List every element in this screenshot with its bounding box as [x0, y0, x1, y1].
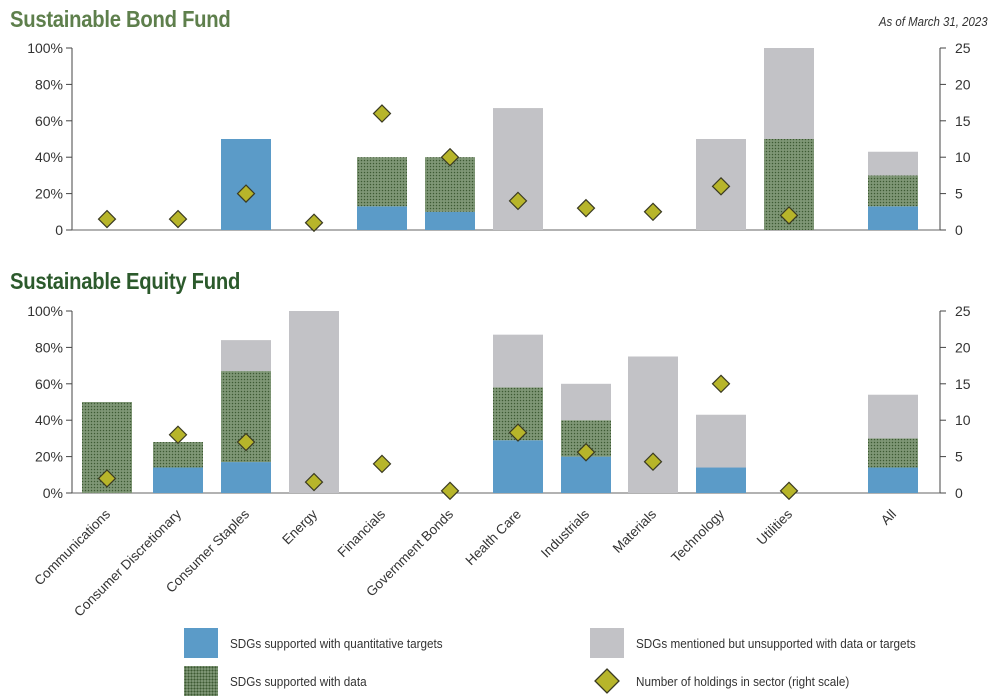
bond-right-tick-label: 25: [955, 40, 971, 56]
legend-quant-label: SDGs supported with quantitative targets: [230, 635, 443, 651]
category-label: Health Care: [463, 507, 525, 569]
category-label: Financials: [335, 506, 389, 560]
bond-holdings-marker: [576, 198, 596, 218]
equity-right-tick-label: 0: [955, 485, 963, 501]
bond-left-tick-label: 40%: [35, 149, 63, 165]
equity-holdings-marker: [97, 469, 117, 488]
bond-left-tick-label: 100%: [27, 40, 63, 56]
bond-holdings-marker: [168, 209, 188, 229]
legend-unsupported: SDGs mentioned but unsupported with data…: [590, 628, 947, 658]
bond-holdings-marker: [643, 202, 663, 222]
equity-bar-unsupported: [289, 311, 339, 493]
bond-holdings-marker: [304, 213, 324, 233]
equity-left-tick-label: 80%: [35, 339, 63, 355]
legend-holdings: Number of holdings in sector (right scal…: [590, 666, 873, 696]
bond-bar-quant: [425, 211, 475, 230]
bond-right-tick-label: 15: [955, 113, 971, 129]
legend-unsupported-label: SDGs mentioned but unsupported with data…: [636, 635, 916, 651]
legend-diamond-icon: [590, 666, 624, 696]
category-label: All: [878, 507, 899, 528]
bond-bar-quant: [357, 206, 407, 230]
bond-bar-unsupported: [764, 48, 814, 139]
equity-holdings-marker: [304, 472, 324, 492]
equity-holdings-marker: [711, 374, 731, 394]
equity-bar-quant: [221, 462, 271, 493]
legend-quant: SDGs supported with quantitative targets: [184, 628, 466, 658]
category-label: Energy: [279, 506, 320, 547]
bond-right-tick-label: 10: [955, 149, 971, 165]
equity-holdings-marker: [576, 442, 596, 462]
equity-holdings-marker: [440, 481, 460, 501]
equity-holdings-marker: [779, 481, 799, 501]
equity-bar-unsupported: [628, 356, 678, 493]
bond-left-tick-label: 80%: [35, 76, 63, 92]
as-of-date: As of March 31, 2023: [879, 14, 988, 29]
equity-bar-unsupported: [868, 394, 918, 439]
bond-holdings-marker: [508, 191, 528, 211]
equity-left-tick-label: 0%: [43, 485, 63, 501]
legend-holdings-label: Number of holdings in sector (right scal…: [636, 673, 850, 689]
bond-holdings-marker: [779, 206, 799, 225]
bond-holdings-marker: [440, 147, 460, 167]
bond-bar-unsupported: [868, 151, 918, 176]
legend-data-swatch: [184, 666, 218, 696]
legend-data-label: SDGs supported with data: [230, 673, 367, 689]
legend-unsupported-swatch: [590, 628, 624, 658]
equity-left-tick-label: 100%: [27, 303, 63, 319]
bond-bar-data: [868, 175, 918, 207]
bond-left-tick-label: 20%: [35, 186, 63, 202]
equity-right-tick-label: 10: [955, 412, 971, 428]
equity-holdings-marker: [372, 454, 392, 474]
legend-data: SDGs supported with data: [184, 666, 382, 696]
bond-bar-unsupported: [493, 108, 543, 230]
equity-holdings-marker: [643, 452, 663, 472]
bond-bar-quant: [868, 206, 918, 230]
equity-right-tick-label: 25: [955, 303, 971, 319]
bond-holdings-marker: [236, 184, 256, 203]
bond-fund-title: Sustainable Bond Fund: [10, 6, 231, 32]
equity-bar-unsupported: [221, 340, 271, 372]
equity-bar-unsupported: [493, 334, 543, 388]
equity-chart: 0% 20% 40% 60% 80% 100% 0 5 10 15 20 25: [27, 303, 971, 501]
equity-holdings-marker: [508, 423, 528, 442]
bond-left-tick-label: 0: [55, 222, 63, 238]
equity-bar-quant: [493, 440, 543, 493]
bond-bar-data: [357, 157, 407, 207]
bond-holdings-marker: [711, 176, 731, 196]
equity-bar-data: [153, 442, 203, 468]
category-label: Industrials: [538, 506, 592, 560]
equity-right-tick-label: 20: [955, 339, 971, 355]
bond-holdings-marker: [372, 104, 392, 123]
legend-quant-swatch: [184, 628, 218, 658]
bond-chart: 0 20% 40% 60% 80% 100% 0 5 10 15 20 25: [27, 40, 971, 238]
category-label: Technology: [668, 506, 727, 565]
equity-bar-quant: [868, 467, 918, 493]
equity-left-tick-label: 20%: [35, 449, 63, 465]
equity-fund-title: Sustainable Equity Fund: [10, 268, 241, 294]
equity-left-tick-label: 60%: [35, 376, 63, 392]
equity-bar-data: [868, 438, 918, 468]
equity-bar-unsupported: [696, 414, 746, 468]
bond-right-tick-label: 20: [955, 76, 971, 92]
bond-right-tick-label: 5: [955, 186, 963, 202]
equity-bar-quant: [561, 456, 611, 493]
equity-holdings-marker: [168, 425, 188, 445]
equity-right-tick-label: 15: [955, 376, 971, 392]
bond-holdings-marker: [97, 209, 117, 229]
equity-bar-quant: [696, 467, 746, 493]
bond-right-tick-label: 0: [955, 222, 963, 238]
equity-bar-quant: [153, 467, 203, 493]
equity-left-tick-label: 40%: [35, 412, 63, 428]
equity-bar-unsupported: [561, 383, 611, 421]
equity-holdings-marker: [236, 432, 256, 452]
category-label: Materials: [610, 506, 660, 556]
category-label: Utilities: [754, 506, 796, 548]
bond-left-tick-label: 60%: [35, 113, 63, 129]
category-label: Communications: [31, 506, 113, 588]
equity-right-tick-label: 5: [955, 449, 963, 465]
